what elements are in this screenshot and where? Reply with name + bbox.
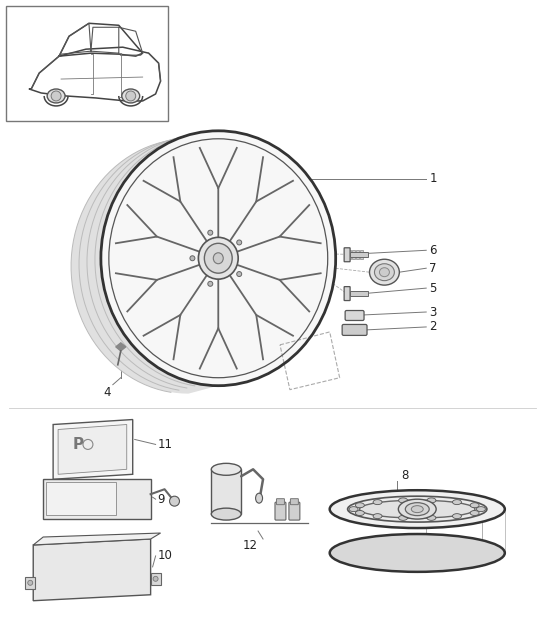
Ellipse shape	[256, 493, 263, 503]
Ellipse shape	[398, 499, 436, 519]
Ellipse shape	[379, 268, 389, 277]
Polygon shape	[417, 490, 505, 572]
Ellipse shape	[427, 516, 436, 521]
Ellipse shape	[370, 259, 399, 285]
Ellipse shape	[211, 463, 241, 475]
Ellipse shape	[349, 507, 358, 512]
Circle shape	[28, 580, 33, 585]
Ellipse shape	[355, 503, 365, 507]
Circle shape	[169, 496, 179, 506]
FancyBboxPatch shape	[344, 248, 350, 262]
FancyBboxPatch shape	[342, 325, 367, 335]
FancyBboxPatch shape	[355, 251, 359, 259]
Circle shape	[51, 91, 61, 101]
Text: 5: 5	[429, 281, 437, 295]
Ellipse shape	[190, 256, 195, 261]
Ellipse shape	[452, 514, 462, 519]
FancyBboxPatch shape	[150, 573, 161, 585]
FancyBboxPatch shape	[352, 251, 355, 259]
Ellipse shape	[360, 500, 475, 518]
Ellipse shape	[330, 534, 505, 572]
Ellipse shape	[411, 506, 423, 512]
FancyBboxPatch shape	[7, 6, 167, 121]
Text: P: P	[72, 437, 83, 452]
Text: 4: 4	[104, 386, 111, 399]
Polygon shape	[33, 533, 161, 545]
Ellipse shape	[452, 500, 462, 505]
Ellipse shape	[237, 271, 241, 276]
Text: 11: 11	[158, 438, 173, 451]
Text: 8: 8	[401, 468, 409, 482]
FancyBboxPatch shape	[349, 252, 367, 257]
Text: 12: 12	[243, 539, 258, 553]
Polygon shape	[71, 131, 219, 394]
Text: 6: 6	[429, 244, 437, 257]
FancyBboxPatch shape	[348, 251, 350, 259]
Ellipse shape	[373, 500, 382, 505]
Ellipse shape	[101, 131, 336, 386]
Ellipse shape	[348, 496, 487, 522]
FancyBboxPatch shape	[289, 502, 300, 520]
Ellipse shape	[330, 490, 505, 528]
Ellipse shape	[476, 507, 486, 512]
Text: 9: 9	[158, 493, 165, 506]
Ellipse shape	[427, 498, 436, 503]
FancyBboxPatch shape	[25, 577, 35, 589]
Ellipse shape	[374, 264, 395, 281]
Polygon shape	[53, 420, 133, 479]
FancyBboxPatch shape	[43, 479, 150, 519]
Ellipse shape	[470, 503, 479, 507]
Text: 10: 10	[158, 550, 172, 563]
Ellipse shape	[47, 89, 65, 103]
Polygon shape	[58, 425, 127, 474]
Ellipse shape	[208, 230, 213, 235]
Text: 2: 2	[429, 320, 437, 333]
Ellipse shape	[208, 281, 213, 286]
Ellipse shape	[470, 511, 479, 516]
Text: 1: 1	[429, 172, 437, 185]
FancyBboxPatch shape	[275, 502, 286, 520]
FancyBboxPatch shape	[211, 469, 241, 514]
Ellipse shape	[198, 237, 238, 279]
Ellipse shape	[405, 502, 429, 516]
Polygon shape	[33, 539, 150, 601]
Ellipse shape	[373, 514, 382, 519]
Ellipse shape	[211, 508, 241, 520]
FancyBboxPatch shape	[344, 286, 350, 301]
Ellipse shape	[122, 89, 140, 103]
FancyBboxPatch shape	[276, 499, 284, 505]
FancyBboxPatch shape	[46, 482, 116, 515]
Ellipse shape	[213, 253, 223, 264]
FancyBboxPatch shape	[290, 499, 298, 505]
FancyBboxPatch shape	[360, 251, 362, 259]
FancyBboxPatch shape	[349, 291, 367, 296]
Text: 7: 7	[429, 262, 437, 274]
Circle shape	[153, 577, 158, 582]
Ellipse shape	[204, 243, 232, 273]
Polygon shape	[116, 343, 126, 351]
Ellipse shape	[237, 240, 241, 245]
Circle shape	[126, 91, 136, 101]
Ellipse shape	[398, 498, 408, 503]
Ellipse shape	[355, 511, 365, 516]
FancyBboxPatch shape	[345, 310, 364, 320]
Ellipse shape	[398, 516, 408, 521]
Text: 3: 3	[429, 305, 437, 318]
